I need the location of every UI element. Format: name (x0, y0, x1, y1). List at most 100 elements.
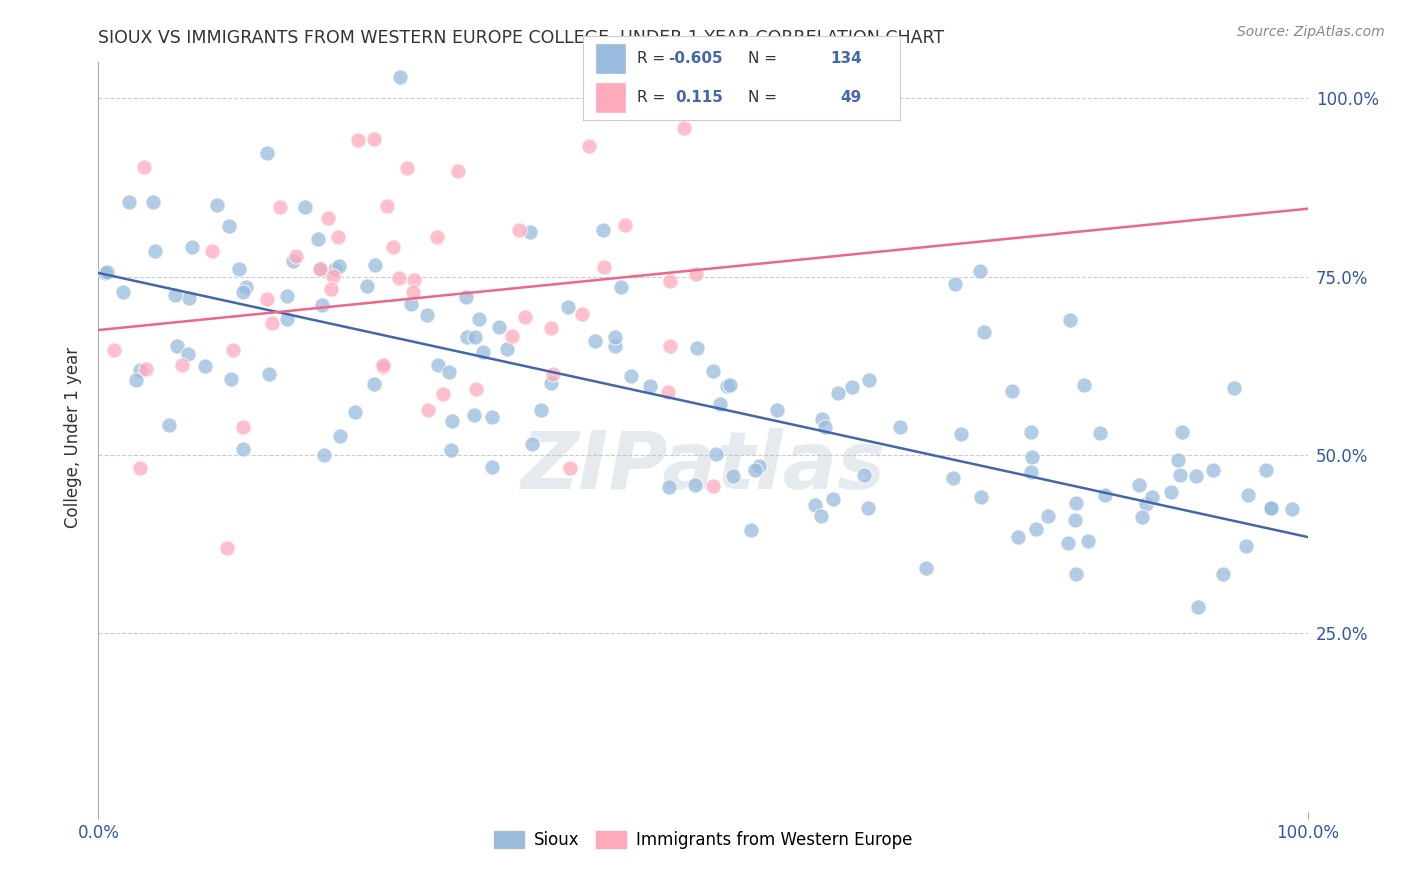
Point (328, 260, 350, 274)
Point (232, 285, 254, 300)
Point (530, 403, 553, 417)
Point (464, 330, 486, 344)
Point (180, 240, 202, 254)
Point (672, 121, 695, 136)
Point (858, 373, 880, 387)
Point (132, 161, 155, 175)
Point (685, 267, 707, 281)
Point (284, 249, 307, 263)
Point (1001, 384, 1024, 399)
Point (609, 280, 631, 294)
Point (388, 70, 411, 84)
Point (194, 359, 217, 373)
Point (605, 339, 627, 353)
Point (471, 345, 494, 359)
Point (283, 254, 305, 268)
Point (658, 479, 681, 493)
Point (269, 200, 291, 214)
Text: N =: N = (748, 51, 778, 66)
Point (543, 367, 565, 381)
Point (447, 164, 470, 178)
Point (488, 319, 510, 334)
Point (463, 409, 485, 423)
Point (467, 312, 489, 326)
Point (276, 312, 298, 326)
Text: N =: N = (748, 90, 778, 105)
Point (856, 500, 879, 515)
Text: R =: R = (637, 51, 665, 66)
Point (294, 200, 316, 214)
Point (103, 343, 125, 358)
Point (578, 139, 600, 153)
Point (1281, 502, 1303, 516)
Point (943, 277, 966, 292)
Point (557, 300, 579, 314)
Point (260, 316, 283, 330)
Text: SIOUX VS IMMIGRANTS FROM WESTERN EUROPE COLLEGE, UNDER 1 YEAR CORRELATION CHART: SIOUX VS IMMIGRANTS FROM WESTERN EUROPE … (98, 29, 945, 47)
Point (495, 342, 517, 356)
Point (373, 358, 395, 372)
Point (748, 458, 770, 473)
Point (395, 161, 418, 175)
Point (686, 341, 709, 355)
Point (508, 223, 530, 237)
Point (1019, 466, 1042, 480)
Point (973, 325, 995, 339)
Point (1064, 567, 1087, 582)
Point (232, 442, 254, 456)
Point (766, 403, 789, 417)
Point (614, 219, 637, 233)
Point (519, 225, 541, 239)
Text: 0.115: 0.115 (675, 90, 723, 105)
Point (942, 471, 965, 485)
Point (1063, 513, 1085, 527)
Point (810, 508, 832, 523)
Point (322, 269, 344, 284)
Point (1130, 509, 1153, 524)
Point (218, 219, 240, 234)
Point (321, 282, 343, 296)
Point (363, 377, 385, 392)
Point (309, 261, 332, 276)
Point (821, 491, 844, 506)
Point (1128, 477, 1150, 491)
Point (1212, 566, 1234, 581)
Point (318, 211, 340, 225)
Point (709, 397, 731, 411)
Point (1187, 600, 1209, 615)
Point (1135, 497, 1157, 511)
Point (307, 232, 329, 246)
Point (560, 461, 582, 475)
Point (1260, 500, 1282, 515)
Point (1076, 534, 1098, 549)
Point (364, 258, 387, 272)
Point (1090, 426, 1112, 441)
Point (142, 195, 165, 210)
Point (157, 418, 180, 433)
Point (481, 459, 503, 474)
Point (685, 478, 707, 492)
Point (638, 379, 661, 393)
Point (620, 369, 643, 384)
Text: -0.605: -0.605 (668, 51, 723, 66)
Point (1007, 530, 1029, 544)
Point (1223, 381, 1246, 395)
Point (969, 491, 991, 505)
Text: Source: ZipAtlas.com: Source: ZipAtlas.com (1237, 25, 1385, 39)
Point (481, 410, 503, 425)
Point (1019, 425, 1042, 439)
Point (1094, 488, 1116, 502)
Point (125, 373, 148, 387)
Point (326, 230, 349, 244)
Point (1025, 522, 1047, 536)
Point (415, 308, 437, 322)
Point (720, 378, 742, 392)
Point (371, 359, 394, 374)
Point (744, 463, 766, 477)
Point (356, 279, 378, 293)
Point (347, 133, 370, 147)
Legend: Sioux, Immigrants from Western Europe: Sioux, Immigrants from Western Europe (486, 824, 920, 855)
Point (402, 285, 425, 300)
Point (1140, 490, 1163, 504)
Point (969, 264, 991, 278)
